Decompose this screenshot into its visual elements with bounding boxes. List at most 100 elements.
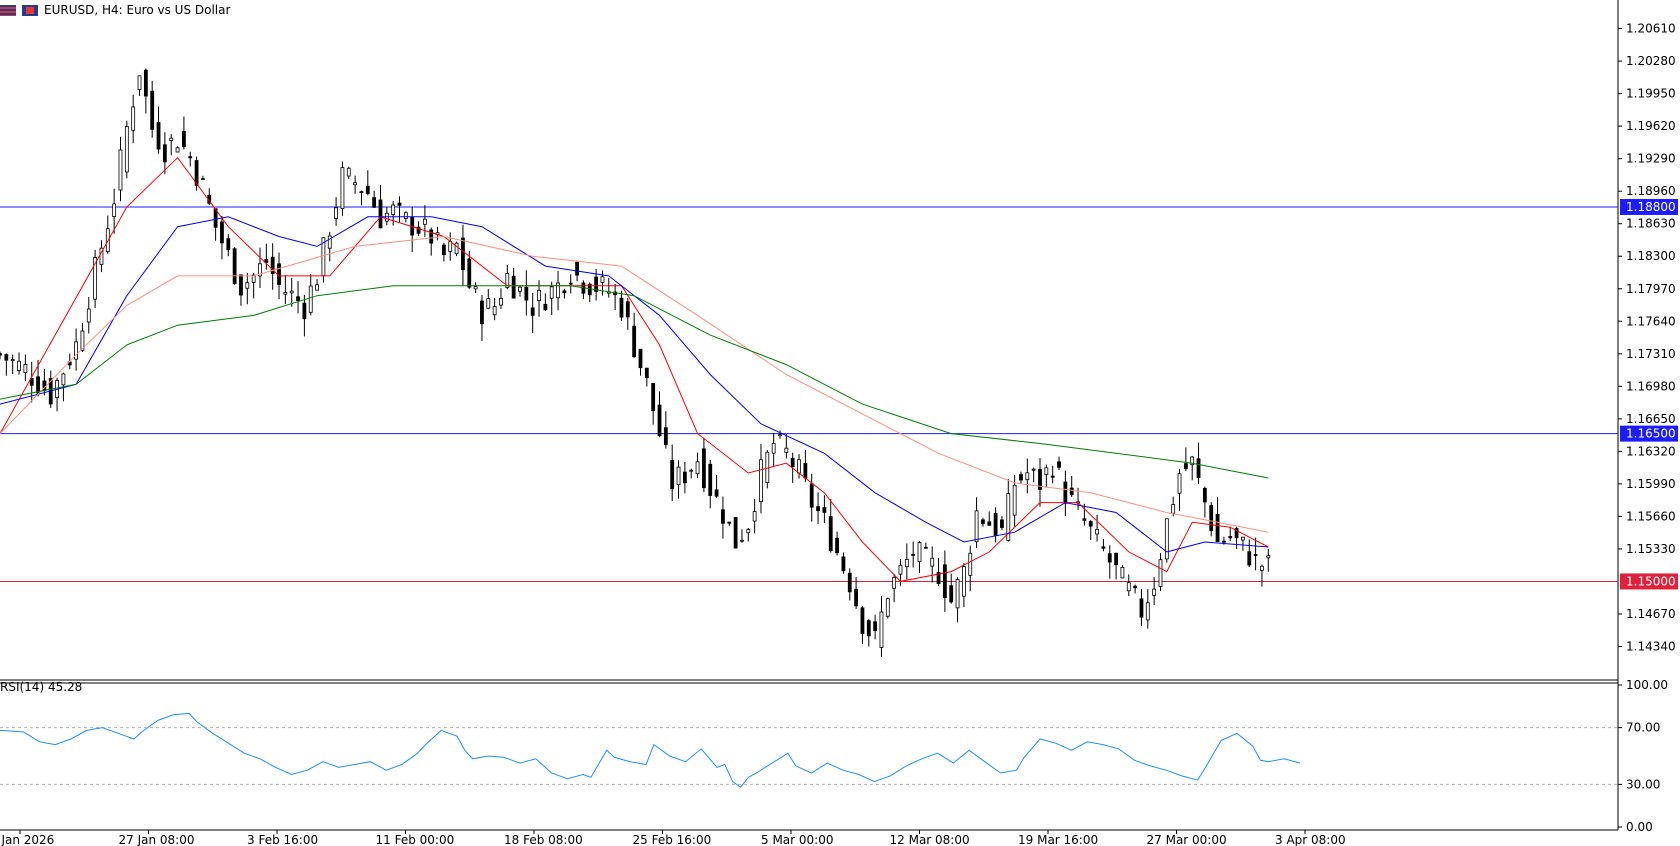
level-price-tag [1620, 425, 1678, 442]
candle-body [61, 373, 66, 386]
candle-body [1158, 559, 1163, 587]
candle-body [1044, 467, 1049, 475]
candle-body [1038, 469, 1042, 490]
candle-body [1082, 518, 1087, 521]
candle-body [568, 282, 573, 285]
candle-body [1107, 553, 1112, 563]
candle-body [1253, 554, 1258, 556]
candle-body [302, 302, 307, 320]
chart-menu-icon[interactable] [0, 4, 16, 16]
candle-body [752, 511, 757, 522]
candle-body [150, 90, 155, 130]
rsi-tick-label: 30.00 [1626, 777, 1660, 791]
candle-body [1095, 529, 1099, 535]
candle-body [4, 354, 9, 361]
candle-body [714, 489, 719, 497]
candle-body [860, 607, 865, 634]
candle-body [1260, 565, 1264, 571]
candle-body [695, 461, 700, 475]
candle-body [327, 235, 332, 249]
candle-body [835, 537, 839, 554]
time-tick-label: 12 Mar 08:00 [890, 833, 970, 846]
candle-body [17, 360, 21, 371]
candle-body [911, 553, 916, 556]
candle-body [854, 588, 858, 607]
price-tick-label: 1.18630 [1626, 217, 1676, 231]
candle-body [917, 542, 922, 563]
candle-body [987, 521, 992, 526]
rsi-line [0, 712, 1301, 788]
candle-body [682, 471, 687, 484]
candle-body [733, 517, 738, 549]
candle-body [904, 559, 909, 568]
candle-body [771, 442, 776, 454]
level-price-label: 1.18800 [1626, 200, 1676, 214]
price-tick-label: 1.19290 [1626, 152, 1676, 166]
candle-body [1133, 585, 1138, 589]
candle-body [182, 131, 186, 148]
candle-body [1222, 540, 1226, 543]
price-tick-label: 1.19950 [1626, 87, 1676, 101]
candle-body [651, 382, 656, 412]
candle-body [670, 460, 675, 490]
candle-body [296, 296, 300, 301]
candle-body [942, 564, 947, 599]
candle-body [638, 348, 643, 369]
candle-body [403, 212, 408, 219]
candle-body [467, 258, 472, 288]
candle-body [1126, 582, 1131, 592]
candle-body [112, 203, 117, 217]
candle-body [784, 447, 789, 453]
candle-body [378, 199, 383, 229]
candle-body [676, 466, 681, 485]
price-tick-label: 1.19620 [1626, 119, 1676, 133]
candle-body [923, 546, 928, 549]
candle-body [1050, 475, 1055, 478]
candle-body [1247, 551, 1252, 566]
candle-body [1241, 536, 1245, 541]
candle-body [162, 144, 167, 163]
price-tick-label: 1.20610 [1626, 22, 1676, 36]
candle-body [663, 427, 668, 445]
candle-body [625, 301, 630, 318]
candle-body [790, 457, 795, 467]
candle-body [29, 378, 34, 386]
candle-body [492, 306, 497, 316]
moving-average-line [0, 285, 1269, 479]
candle-body [1196, 458, 1201, 478]
time-tick-label: 27 Jan 08:00 [119, 833, 195, 846]
candle-body [1183, 463, 1188, 470]
price-tick-label: 1.18300 [1626, 249, 1676, 263]
time-tick-label: 3 Feb 16:00 [247, 833, 318, 846]
time-tick-label: 3 Apr 08:00 [1275, 833, 1346, 846]
candle-body [137, 75, 142, 90]
candle-body [816, 506, 820, 512]
candle-body [461, 237, 465, 271]
candle-body [372, 197, 377, 208]
candle-body [885, 598, 890, 617]
candle-body [1101, 546, 1106, 549]
price-tick-label: 1.14670 [1626, 607, 1676, 621]
candle-body [841, 556, 846, 572]
candle-body [124, 126, 129, 173]
candle-body [1000, 519, 1004, 528]
candle-body [251, 274, 256, 283]
candle-body [1019, 474, 1023, 481]
candle-body [809, 483, 814, 508]
candle-body [1152, 588, 1157, 596]
candle-body [866, 620, 871, 637]
candle-body [308, 285, 313, 313]
candle-body [334, 207, 338, 220]
candle-body [511, 275, 516, 299]
candle-body [1012, 484, 1017, 516]
candle-body [1228, 536, 1233, 539]
moving-average-line [0, 216, 1269, 553]
candle-body [188, 156, 193, 159]
price-tick-label: 1.16650 [1626, 412, 1676, 426]
candle-body [740, 539, 744, 542]
candle-body [1114, 552, 1118, 566]
candle-body [981, 519, 985, 524]
candle-body [657, 404, 662, 437]
price-tick-label: 1.15330 [1626, 542, 1676, 556]
